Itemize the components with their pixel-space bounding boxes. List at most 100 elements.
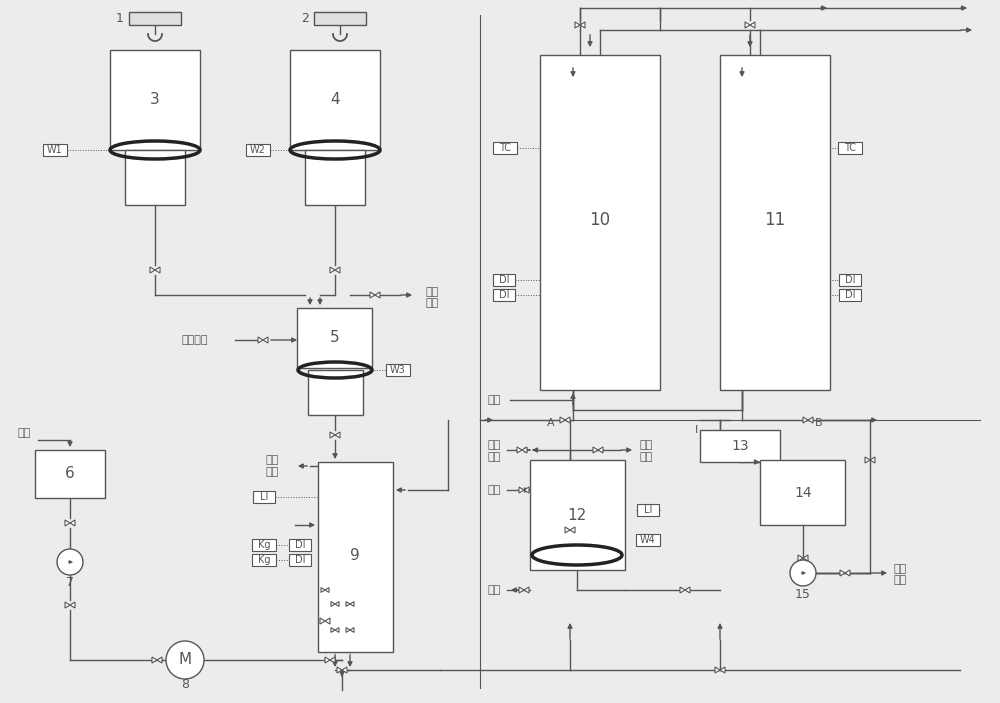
Polygon shape: [798, 555, 803, 561]
Polygon shape: [808, 417, 813, 423]
Polygon shape: [152, 657, 157, 663]
Polygon shape: [335, 432, 340, 438]
FancyBboxPatch shape: [289, 539, 311, 551]
FancyBboxPatch shape: [314, 12, 366, 25]
Text: 系统: 系统: [640, 452, 653, 462]
Text: 10: 10: [589, 211, 611, 229]
Polygon shape: [157, 657, 162, 663]
FancyBboxPatch shape: [129, 12, 181, 25]
Circle shape: [790, 560, 816, 586]
Text: 火炬: 火炬: [425, 287, 438, 297]
Polygon shape: [845, 570, 850, 576]
Polygon shape: [331, 602, 335, 607]
Text: Kg: Kg: [258, 555, 270, 565]
FancyBboxPatch shape: [700, 430, 780, 462]
Polygon shape: [575, 22, 580, 28]
Polygon shape: [335, 628, 339, 633]
Text: B: B: [815, 418, 823, 428]
Text: W4: W4: [640, 535, 656, 545]
FancyBboxPatch shape: [636, 534, 660, 546]
FancyBboxPatch shape: [43, 144, 67, 156]
Polygon shape: [346, 628, 350, 633]
FancyBboxPatch shape: [305, 150, 365, 205]
Polygon shape: [560, 417, 565, 423]
Polygon shape: [570, 527, 575, 533]
Text: 4: 4: [330, 93, 340, 108]
FancyBboxPatch shape: [35, 450, 105, 498]
Polygon shape: [70, 520, 75, 526]
Text: 13: 13: [731, 439, 749, 453]
Polygon shape: [150, 267, 155, 273]
Polygon shape: [263, 337, 268, 343]
Text: 1: 1: [116, 11, 124, 25]
FancyBboxPatch shape: [253, 491, 275, 503]
Text: 11: 11: [764, 211, 786, 229]
Polygon shape: [803, 417, 808, 423]
Polygon shape: [325, 657, 330, 663]
Text: 12: 12: [567, 508, 587, 522]
Polygon shape: [745, 22, 750, 28]
FancyBboxPatch shape: [297, 308, 372, 368]
Polygon shape: [685, 587, 690, 593]
Text: M: M: [178, 652, 192, 668]
Text: TC: TC: [499, 143, 511, 153]
Text: W1: W1: [47, 145, 63, 155]
Polygon shape: [680, 587, 685, 593]
Text: 罐区: 罐区: [893, 575, 906, 585]
Text: 15: 15: [795, 588, 811, 600]
Polygon shape: [720, 667, 725, 673]
Polygon shape: [517, 447, 522, 453]
Text: A: A: [547, 418, 555, 428]
Polygon shape: [330, 432, 335, 438]
Polygon shape: [65, 602, 70, 608]
Text: LI: LI: [644, 505, 652, 515]
Text: 系统: 系统: [265, 467, 278, 477]
Polygon shape: [337, 667, 342, 673]
Text: 系统: 系统: [425, 298, 438, 308]
Polygon shape: [519, 587, 524, 593]
FancyBboxPatch shape: [493, 274, 515, 286]
Polygon shape: [335, 267, 340, 273]
Polygon shape: [870, 457, 875, 463]
FancyBboxPatch shape: [246, 144, 270, 156]
Circle shape: [57, 549, 83, 575]
Text: DI: DI: [295, 540, 305, 550]
Polygon shape: [320, 618, 325, 624]
FancyBboxPatch shape: [493, 289, 515, 301]
Text: DI: DI: [845, 290, 855, 300]
Text: TC: TC: [844, 143, 856, 153]
Polygon shape: [715, 667, 720, 673]
FancyBboxPatch shape: [493, 142, 517, 154]
Polygon shape: [321, 588, 325, 593]
Text: 保护: 保护: [487, 440, 500, 450]
FancyBboxPatch shape: [637, 504, 659, 516]
Text: W3: W3: [390, 365, 406, 375]
Polygon shape: [346, 602, 350, 607]
FancyBboxPatch shape: [308, 370, 363, 415]
FancyBboxPatch shape: [760, 460, 845, 525]
Polygon shape: [335, 602, 339, 607]
Polygon shape: [370, 292, 375, 298]
Text: 回收: 回收: [487, 585, 500, 595]
Text: 火炬: 火炬: [265, 455, 278, 465]
Text: I: I: [695, 425, 698, 435]
Polygon shape: [258, 337, 263, 343]
FancyBboxPatch shape: [530, 460, 625, 570]
FancyBboxPatch shape: [252, 539, 276, 551]
Text: LI: LI: [260, 492, 268, 502]
Polygon shape: [325, 588, 329, 593]
Text: Kg: Kg: [258, 540, 270, 550]
Text: 5: 5: [330, 330, 340, 345]
Text: 柴油: 柴油: [487, 485, 500, 495]
Text: DI: DI: [295, 555, 305, 565]
Polygon shape: [70, 602, 75, 608]
Text: 气体: 气体: [487, 452, 500, 462]
Text: 7: 7: [66, 576, 74, 590]
FancyBboxPatch shape: [289, 554, 311, 566]
Polygon shape: [519, 487, 524, 493]
FancyBboxPatch shape: [252, 554, 276, 566]
Text: 2: 2: [301, 11, 309, 25]
Text: 火炬: 火炬: [640, 440, 653, 450]
Polygon shape: [524, 587, 529, 593]
FancyBboxPatch shape: [110, 50, 200, 150]
